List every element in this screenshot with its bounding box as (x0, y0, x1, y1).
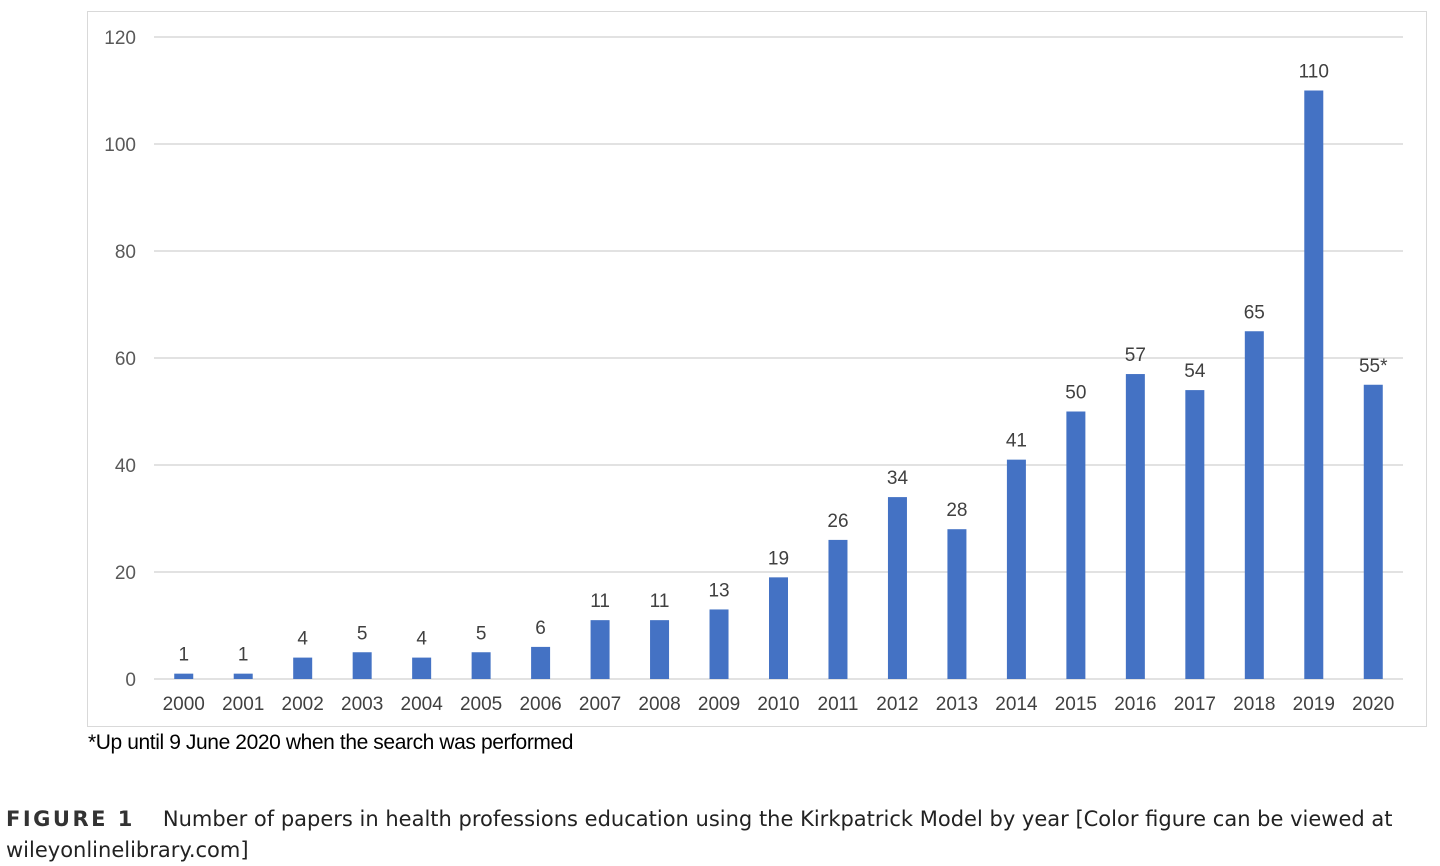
bar-2012 (887, 497, 907, 679)
data-label-2010: 19 (768, 548, 789, 569)
data-label-2003: 5 (357, 623, 368, 644)
data-label-2004: 4 (416, 629, 427, 650)
data-label-2008: 11 (650, 591, 670, 612)
gridlines (154, 36, 1403, 680)
data-label-2016: 57 (1125, 345, 1146, 366)
bar-2018 (1244, 331, 1264, 679)
bar-2019 (1304, 90, 1324, 679)
y-tick-label: 20 (115, 563, 136, 584)
bar-2017 (1185, 390, 1205, 679)
data-label-2011: 26 (827, 511, 848, 532)
x-tick-label-2002: 2002 (282, 694, 324, 715)
y-tick-label: 100 (104, 135, 136, 156)
bars (174, 90, 1383, 679)
data-label-2005: 5 (476, 623, 487, 644)
data-label-2018: 65 (1244, 302, 1265, 323)
figure-label: FIGURE 1 (6, 807, 135, 831)
x-tick-label-2017: 2017 (1174, 694, 1216, 715)
bar-2005 (471, 652, 491, 679)
data-label-2000: 1 (178, 645, 189, 666)
x-tick-label-2008: 2008 (638, 694, 680, 715)
data-label-2007: 11 (590, 591, 610, 612)
bar-2003 (352, 652, 372, 679)
x-tick-label-2004: 2004 (401, 694, 444, 715)
x-tick-label-2010: 2010 (757, 694, 799, 715)
bar-2015 (1066, 411, 1086, 679)
bar-2004 (412, 657, 432, 679)
x-tick-label-2007: 2007 (579, 694, 621, 715)
data-label-2017: 54 (1184, 361, 1206, 382)
y-tick-label: 80 (115, 242, 136, 263)
bar-2007 (590, 620, 610, 679)
x-tick-label-2009: 2009 (698, 694, 740, 715)
y-tick-label: 40 (115, 456, 136, 477)
data-label-2006: 6 (535, 618, 546, 639)
x-tick-label-2003: 2003 (341, 694, 383, 715)
x-tick-label-2020: 2020 (1352, 694, 1394, 715)
bar-2002 (293, 657, 313, 679)
data-label-2015: 50 (1065, 383, 1086, 404)
y-tick-label: 0 (125, 670, 136, 691)
x-tick-label-2019: 2019 (1293, 694, 1335, 715)
x-tick-label-2006: 2006 (519, 694, 561, 715)
y-tick-label: 60 (115, 349, 136, 370)
data-label-2009: 13 (708, 580, 729, 601)
x-tick-label-2012: 2012 (876, 694, 918, 715)
x-tick-label-2016: 2016 (1114, 694, 1156, 715)
y-tick-label: 120 (104, 28, 136, 49)
data-label-2012: 34 (887, 468, 909, 489)
x-tick-label-2013: 2013 (936, 694, 978, 715)
bar-2013 (947, 529, 967, 679)
bar-2001 (233, 673, 253, 679)
bar-2010 (769, 577, 788, 679)
x-tick-label-2005: 2005 (460, 694, 502, 715)
bar-2016 (1125, 374, 1145, 679)
x-tick-label-2001: 2001 (222, 694, 264, 715)
y-axis-ticks: 0 20 40 60 80 100 120 (104, 28, 136, 691)
bar-2006 (531, 646, 551, 679)
data-label-2001: 1 (238, 645, 249, 666)
bar-2008 (650, 620, 670, 679)
bar-2000 (174, 673, 194, 679)
x-tick-label-2011: 2011 (818, 694, 859, 715)
x-tick-label-2018: 2018 (1233, 694, 1275, 715)
bar-2009 (709, 609, 729, 679)
figure-caption: FIGURE 1 Number of papers in health profe… (6, 804, 1426, 866)
bar-2011 (828, 539, 848, 679)
x-tick-label-2014: 2014 (995, 694, 1038, 715)
chart-frame: 0 20 40 60 80 100 120 1 1 4 5 4 5 6 11 11 13 19 26 34 28 41 5… (87, 11, 1427, 727)
chart-footnote: *Up until 9 June 2020 when the search wa… (88, 731, 574, 754)
figure-caption-text: Number of papers in health professions e… (6, 807, 1393, 862)
data-label-2014: 41 (1006, 431, 1027, 452)
data-label-2002: 4 (297, 629, 308, 650)
bar-2020 (1363, 384, 1383, 679)
x-axis-ticks: 2000 2001 2002 2003 2004 2005 2006 2007 2008 2009… (163, 694, 1395, 715)
x-tick-label-2000: 2000 (163, 694, 205, 715)
x-tick-label-2015: 2015 (1055, 694, 1097, 715)
data-label-2020: 55* (1359, 356, 1388, 377)
data-label-2019: 110 (1299, 62, 1329, 83)
bar-2014 (1006, 459, 1026, 679)
data-label-2013: 28 (946, 500, 967, 521)
